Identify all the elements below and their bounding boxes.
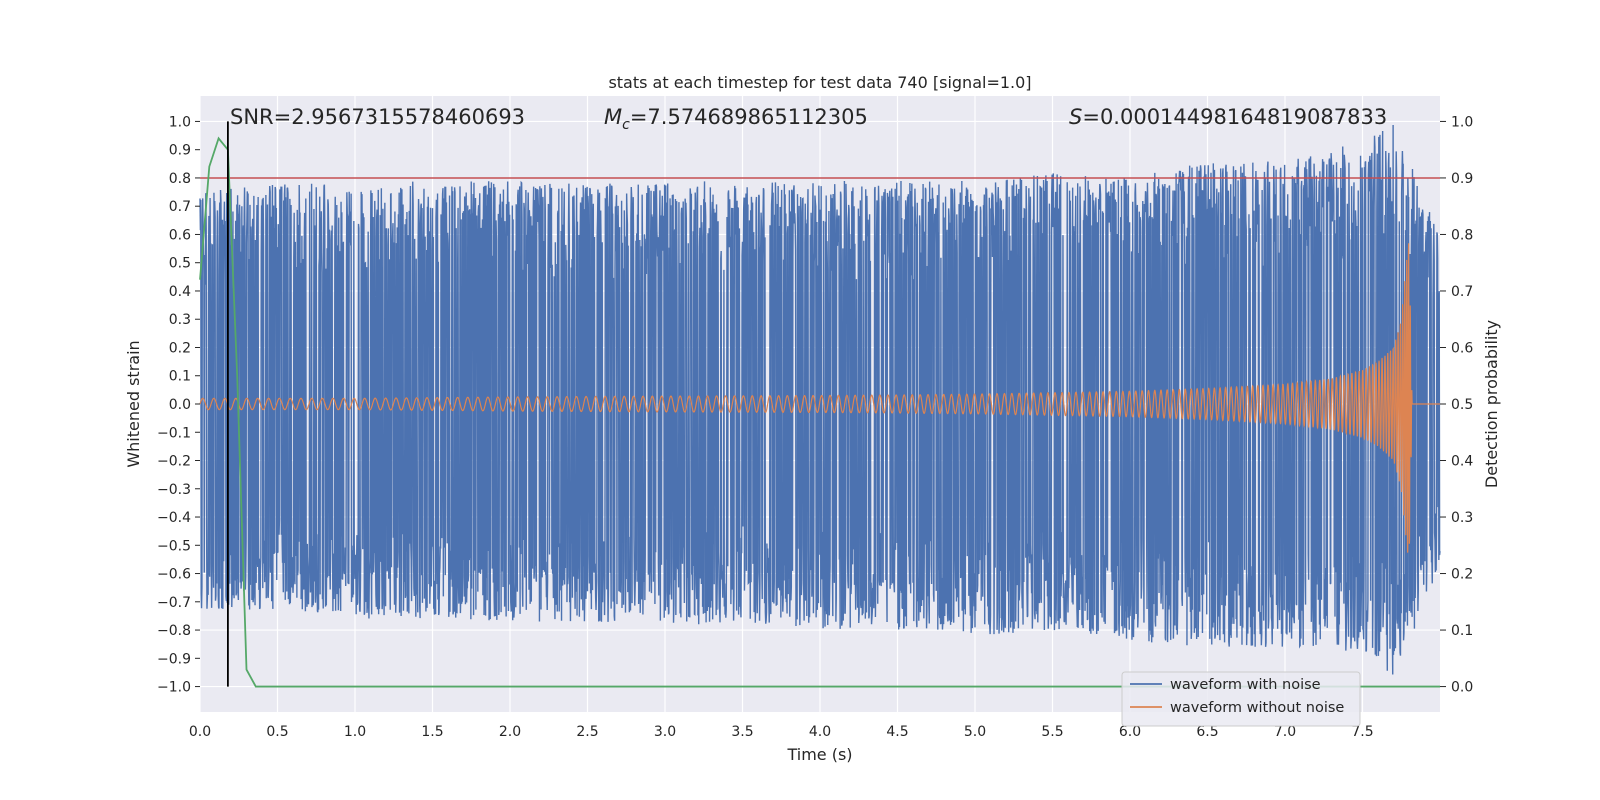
x-tick-label-4: 2.0: [499, 724, 521, 740]
axes: 0.0 0.5 1.0 1.5 2.0 2.5 3.0 3.5 4.0 4.5 5.0 5.5 6.0 6…: [157, 114, 1473, 740]
y-tick-label-15: −0.5: [157, 538, 191, 554]
chirp-mass-value: =7.574689865112305: [630, 105, 868, 129]
x-tick-label-8: 4.0: [809, 724, 831, 740]
y-tick-label-12: −0.2: [157, 454, 191, 470]
s-symbol: S: [1069, 105, 1082, 129]
y-right-tick-label-8: 0.2: [1451, 567, 1473, 583]
y-tick-label-5: 0.5: [169, 256, 191, 272]
y-tick-label-18: −0.8: [157, 623, 191, 639]
y-right-tick-label-7: 0.3: [1451, 510, 1473, 526]
series-waveform-with-noise: [199, 124, 1441, 675]
y-right-tick-label-0: 1.0: [1451, 114, 1473, 130]
y-right-tick-label-5: 0.5: [1451, 397, 1473, 413]
x-tick-label-0: 0.0: [189, 724, 211, 740]
y-tick-label-19: −0.9: [157, 651, 191, 667]
x-axis-label: Time (s): [786, 745, 852, 764]
y-right-tick-label-6: 0.4: [1451, 454, 1473, 470]
x-tick-label-2: 1.0: [344, 724, 366, 740]
chirp-mass-subscript: c: [622, 117, 630, 133]
x-tick-label-9: 4.5: [886, 724, 908, 740]
y-tick-label-20: −1.0: [157, 680, 191, 696]
y-tick-label-10: 0.0: [169, 397, 191, 413]
y-tick-label-9: 0.1: [169, 369, 191, 385]
chirp-mass-symbol: M: [604, 105, 622, 129]
y-axis-right-label: Detection probability: [1482, 320, 1501, 488]
s-annotation: S=0.00014498164819087833: [1069, 105, 1387, 129]
chart-title: stats at each timestep for test data 740…: [608, 73, 1031, 92]
legend-box: [1121, 671, 1361, 727]
x-tick-label-10: 5.0: [964, 724, 986, 740]
y-tick-label-11: −0.1: [157, 425, 191, 441]
x-tick-label-13: 6.5: [1196, 724, 1218, 740]
x-tick-label-6: 3.0: [654, 724, 676, 740]
y-tick-label-0: 1.0: [169, 114, 191, 130]
legend-entry-clean: waveform without noise: [1170, 700, 1344, 716]
x-tick-label-3: 1.5: [421, 724, 443, 740]
x-tick-label-15: 7.5: [1351, 724, 1373, 740]
x-tick-label-1: 0.5: [266, 724, 288, 740]
legend-entry-noise: waveform with noise: [1170, 677, 1321, 693]
y-tick-label-4: 0.6: [169, 227, 191, 243]
y-tick-label-7: 0.3: [169, 312, 191, 328]
data-layer: [199, 121, 1441, 688]
series-detection-probability: [199, 136, 1440, 688]
y-tick-label-16: −0.6: [157, 567, 191, 583]
snr-annotation: SNR=2.9567315578460693: [230, 105, 525, 129]
y-tick-label-13: −0.3: [157, 482, 191, 498]
x-tick-label-11: 5.5: [1041, 724, 1063, 740]
chirp-mass-annotation: Mc=7.574689865112305: [604, 105, 868, 133]
y-tick-label-8: 0.2: [169, 340, 191, 356]
legend: waveform with noise waveform without noi…: [1121, 671, 1361, 727]
y-tick-label-2: 0.8: [169, 171, 191, 187]
x-tick-label-7: 3.5: [731, 724, 753, 740]
y-tick-label-17: −0.7: [157, 595, 191, 611]
y-right-tick-label-2: 0.8: [1451, 227, 1473, 243]
y-tick-label-14: −0.4: [157, 510, 191, 526]
x-tick-label-5: 2.5: [576, 724, 598, 740]
y-right-tick-label-3: 0.7: [1451, 284, 1473, 300]
series-waveform-without-noise: [199, 243, 1440, 553]
y-tick-label-3: 0.7: [169, 199, 191, 215]
y-tick-label-1: 0.9: [169, 143, 191, 159]
y-tick-label-6: 0.4: [169, 284, 191, 300]
y-right-tick-label-9: 0.1: [1451, 623, 1473, 639]
y-right-tick-label-1: 0.9: [1451, 171, 1473, 187]
y-right-tick-label-4: 0.6: [1451, 340, 1473, 356]
y-axis-label: Whitened strain: [124, 340, 143, 467]
s-value: =0.00014498164819087833: [1082, 105, 1387, 129]
y-right-tick-label-10: 0.0: [1451, 680, 1473, 696]
x-tick-label-14: 7.0: [1274, 724, 1296, 740]
x-tick-label-12: 6.0: [1119, 724, 1141, 740]
